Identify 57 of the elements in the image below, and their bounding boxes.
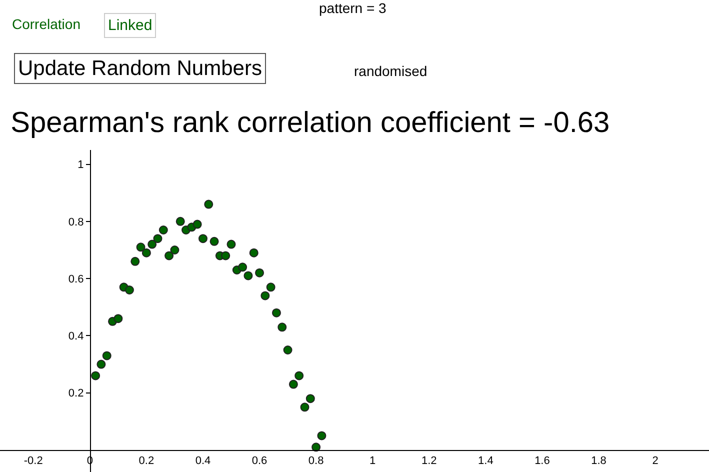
- point: [102, 351, 112, 360]
- point: [249, 248, 258, 258]
- point: [238, 262, 248, 272]
- point: [317, 431, 326, 440]
- point: [130, 256, 140, 266]
- x-tick-label: 1.4: [478, 455, 494, 468]
- x-tick-label: 1.8: [591, 455, 606, 468]
- text: Correlation: [12, 16, 80, 32]
- point: [158, 226, 168, 234]
- x-tick-label: 1.6: [534, 455, 550, 468]
- point: [170, 246, 180, 254]
- x-tick-label: -0.2: [24, 455, 43, 468]
- point: [278, 322, 287, 332]
- x-tick-label: 0.6: [252, 455, 268, 468]
- x-tick-label: 1: [370, 455, 376, 468]
- point: [294, 371, 304, 380]
- point: [226, 240, 236, 249]
- point: [260, 291, 270, 300]
- x-tick-label: 0.2: [138, 455, 154, 468]
- chart-title: Spearman's rank correlation coefficient = -0.63: [10, 107, 610, 140]
- text: pattern = 3: [319, 0, 387, 16]
- x-tick-label: 0.8: [308, 455, 324, 468]
- point: [244, 271, 253, 280]
- point: [221, 251, 230, 260]
- point: [266, 282, 276, 292]
- x-tick-label: 2: [652, 455, 658, 468]
- point: [176, 216, 185, 226]
- text: Linked: [108, 17, 152, 34]
- point: [96, 360, 106, 369]
- point: [148, 240, 157, 249]
- point: [91, 371, 100, 380]
- point: [300, 402, 310, 412]
- point: [204, 200, 214, 209]
- point: [124, 286, 134, 294]
- point: [283, 346, 292, 354]
- point: [255, 268, 264, 278]
- text: Update Random Numbers: [18, 57, 262, 80]
- point: [306, 394, 315, 404]
- text: randomised: [354, 63, 428, 79]
- x-tick-label: 1.2: [421, 455, 437, 468]
- x-tick-label: 0.4: [195, 455, 211, 468]
- y-tick-label: 0.4: [68, 330, 84, 343]
- point: [288, 380, 298, 389]
- point: [153, 234, 162, 244]
- y-tick-label: 0.2: [68, 388, 84, 400]
- point: [312, 442, 321, 452]
- point: [136, 242, 146, 252]
- y-tick-label: 0.8: [68, 216, 84, 228]
- y-tick-label: 0.6: [68, 273, 84, 286]
- point: [272, 308, 281, 318]
- point: [198, 234, 208, 244]
- point: [142, 248, 151, 258]
- point: [210, 236, 219, 246]
- point: [164, 251, 174, 260]
- point: [114, 314, 123, 324]
- y-tick-label: 1: [78, 159, 84, 172]
- point: [192, 220, 202, 229]
